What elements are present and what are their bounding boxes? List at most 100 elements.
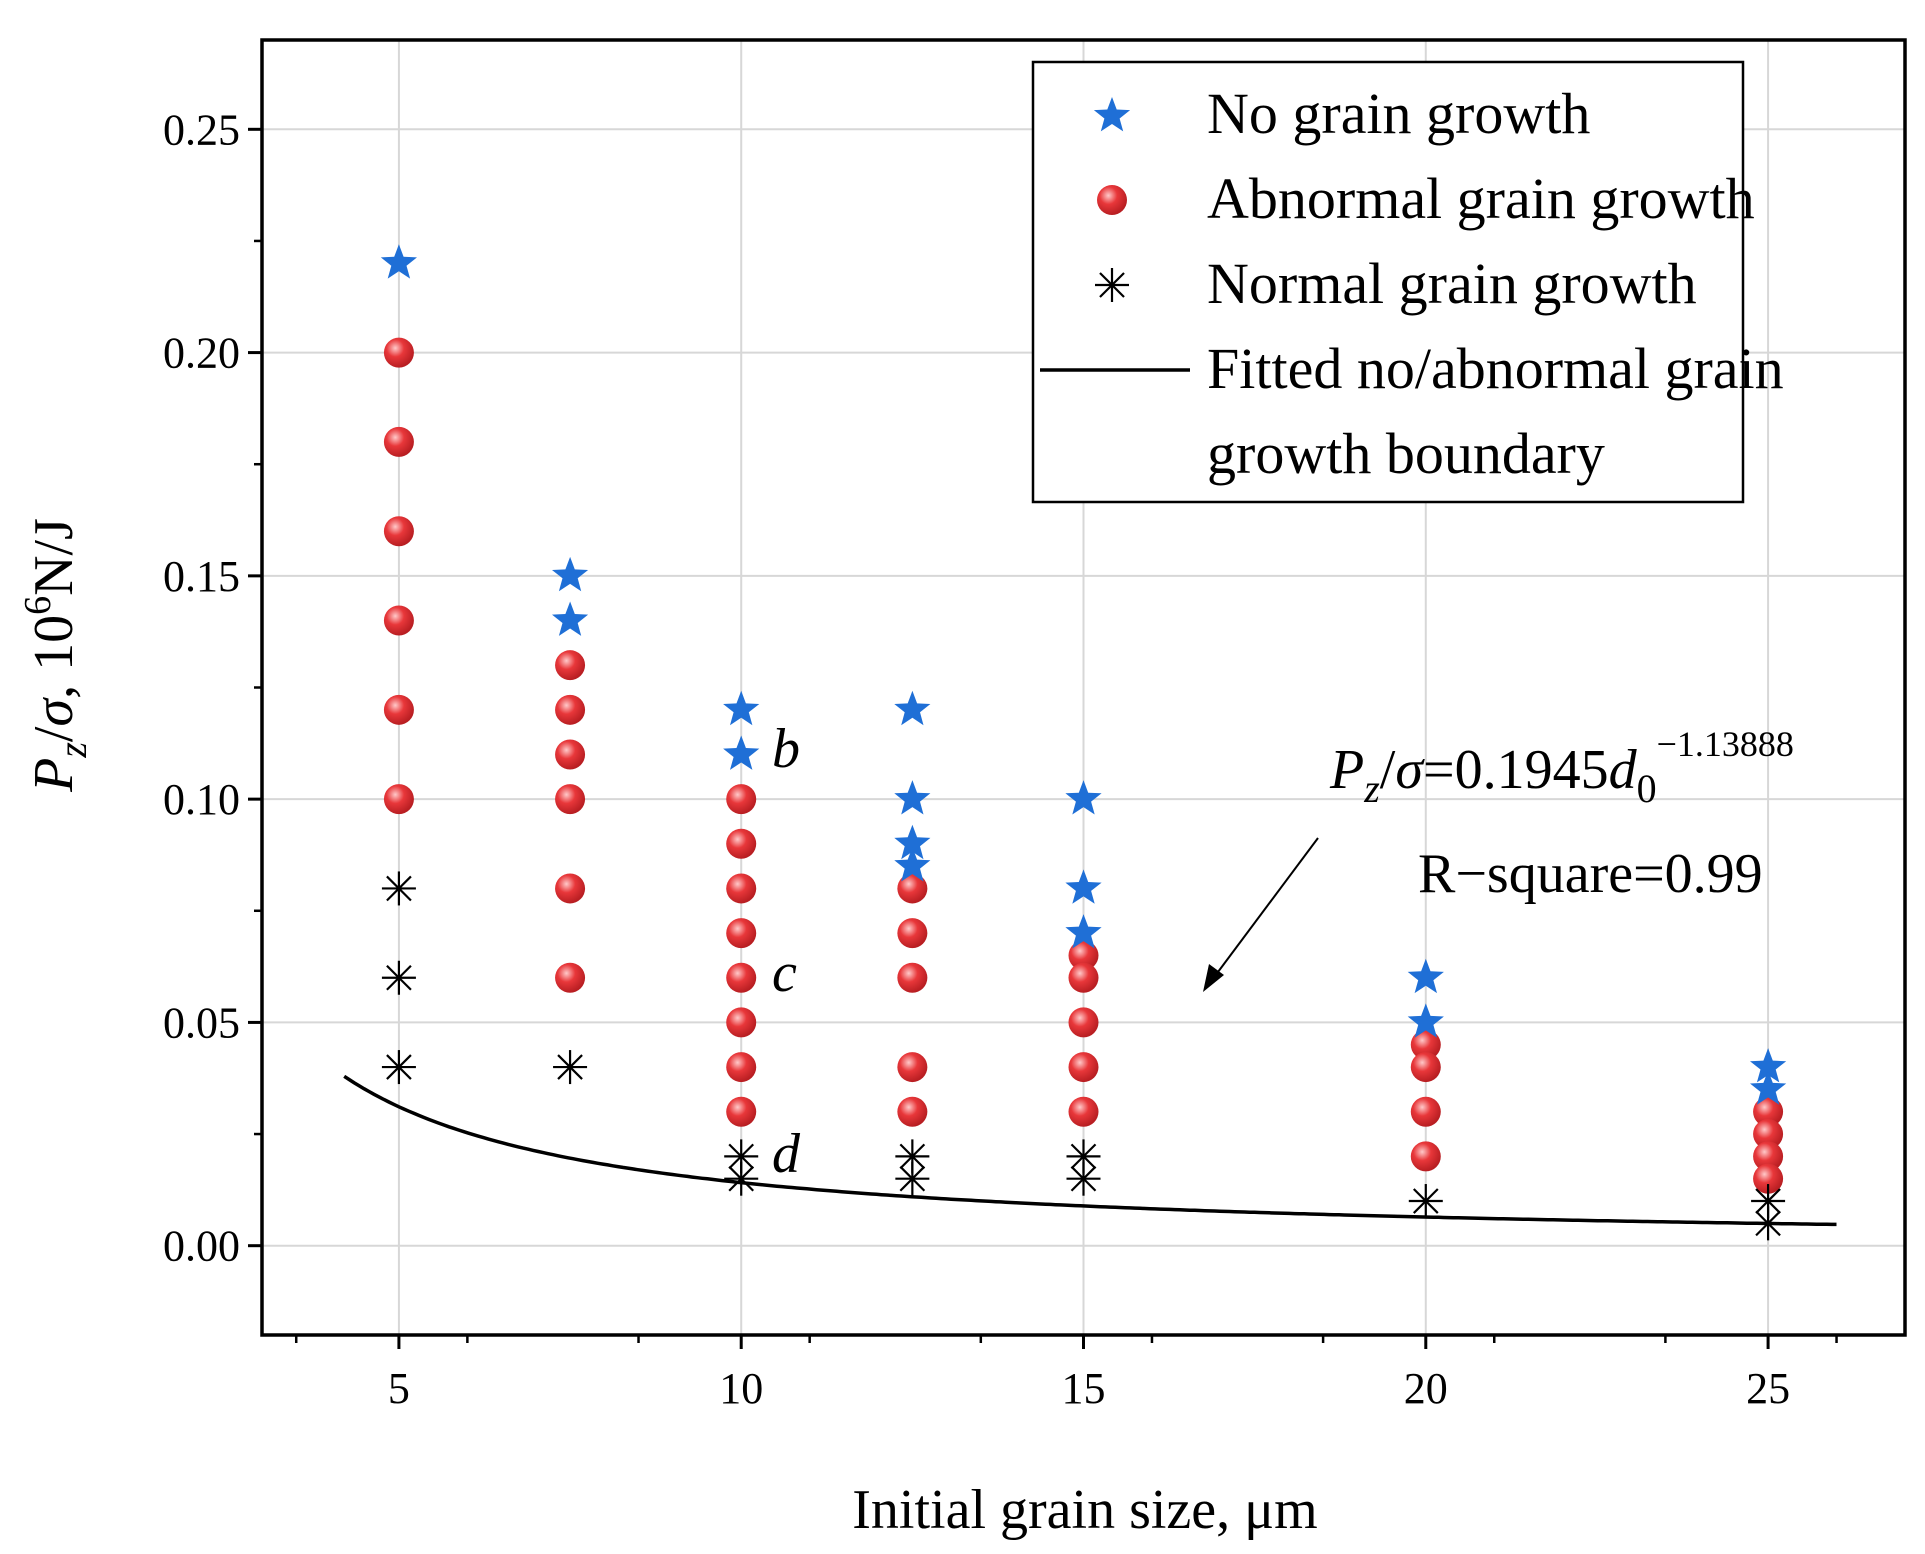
point-circle: [555, 694, 586, 725]
legend-label-no-growth: No grain growth: [1207, 81, 1590, 146]
x-tick-label: 10: [719, 1364, 763, 1413]
point-label-b: b: [772, 718, 800, 780]
point-circle: [555, 873, 586, 904]
eq-d: d: [1609, 739, 1638, 801]
point-circle: [383, 337, 414, 368]
point-circle: [1068, 1096, 1099, 1127]
point-circle: [726, 828, 757, 859]
point-circle: [1753, 1119, 1784, 1150]
y-tick-label: 0.00: [163, 1222, 240, 1271]
point-circle: [897, 1052, 928, 1083]
data-points: [380, 244, 1787, 1241]
eq-slash: /: [1380, 739, 1396, 801]
y-axis-title-unit: N/J: [23, 518, 85, 596]
eq-p: P: [1329, 739, 1364, 801]
point-circle: [383, 605, 414, 636]
point-asterisk: [381, 1050, 416, 1085]
legend-marker-star: [1093, 97, 1131, 132]
point-asterisk-stroke: [557, 1054, 583, 1080]
annotation-arrow-shaft: [1211, 837, 1319, 981]
point-asterisk-stroke: [728, 1165, 755, 1192]
point-circle: [897, 873, 928, 904]
point-star: [1065, 780, 1102, 815]
point-circle: [1753, 1141, 1784, 1172]
r-square-label: R−square=0.99: [1418, 843, 1763, 905]
annotation-arrow: [1203, 837, 1319, 992]
point-circle: [555, 650, 586, 681]
point-star: [1407, 958, 1444, 994]
point-asterisk-stroke: [1755, 1188, 1781, 1214]
point-circle: [897, 918, 928, 949]
point-circle: [726, 918, 757, 949]
point-asterisk: [553, 1050, 588, 1085]
point-circle: [383, 426, 414, 457]
y-tick-label: 0.15: [163, 552, 240, 601]
point-circle: [555, 962, 586, 993]
point-circle: [555, 739, 586, 770]
point-asterisk-stroke: [1070, 1143, 1097, 1170]
point-circle: [1410, 1029, 1441, 1060]
fit-equation: Pz/σ=0.1945d0−1.13888: [1329, 724, 1794, 811]
eq-value: =0.1945: [1423, 739, 1609, 801]
legend-marker-asterisk-stroke: [1099, 272, 1125, 298]
y-tick-label: 0.05: [163, 998, 240, 1047]
point-asterisk: [381, 960, 416, 995]
x-tick-label: 5: [388, 1364, 410, 1413]
x-tick-label: 20: [1404, 1364, 1448, 1413]
point-circle: [1068, 1052, 1099, 1083]
axis-ticks: 5 10 15 20 25 0.00 0.05 0.10 0.15 0.20 0.25: [163, 105, 1838, 1413]
y-tick-label: 0.20: [163, 329, 240, 378]
y-tick-label: 0.25: [163, 105, 240, 154]
annotation-arrow-head: [1203, 964, 1224, 992]
point-star: [894, 847, 931, 882]
point-circle: [726, 962, 757, 993]
eq-sub-0: 0: [1637, 766, 1657, 811]
point-star: [894, 824, 931, 860]
point-star: [552, 556, 589, 592]
point-star: [380, 244, 417, 279]
legend-markers: [1040, 97, 1190, 372]
legend-marker-asterisk: [1095, 268, 1129, 302]
x-axis-title: Initial grain size, μm: [852, 1479, 1317, 1541]
point-asterisk: [724, 1139, 759, 1174]
point-star: [1065, 914, 1102, 949]
point-asterisk-stroke: [1755, 1210, 1781, 1237]
eq-sigma: σ: [1395, 739, 1425, 801]
point-star: [894, 690, 931, 726]
point-circle: [555, 784, 586, 815]
eq-sub-z: z: [1363, 766, 1380, 811]
point-asterisk: [1408, 1184, 1443, 1219]
point-circle: [1410, 1052, 1441, 1083]
point-star: [1065, 869, 1102, 904]
point-asterisk: [1751, 1184, 1786, 1219]
point-circle: [726, 784, 757, 815]
y-axis-title-p: P: [23, 758, 85, 793]
y-axis-title: Pz/σ, 106N/J: [17, 518, 95, 793]
point-star: [894, 780, 931, 815]
point-circle: [897, 1096, 928, 1127]
point-circle: [1068, 940, 1099, 971]
point-asterisk-stroke: [386, 1054, 412, 1080]
x-tick-label: 25: [1746, 1364, 1790, 1413]
point-circle: [726, 1096, 757, 1127]
point-star: [1407, 1003, 1444, 1038]
eq-exponent: −1.13888: [1657, 724, 1794, 764]
point-asterisk-stroke: [728, 1143, 755, 1170]
point-asterisk: [381, 871, 416, 906]
point-circle: [726, 1052, 757, 1083]
legend-box: [1031, 60, 1745, 504]
point-circle: [726, 873, 757, 904]
y-axis-title-sigma: σ: [23, 697, 85, 727]
point-circle: [383, 694, 414, 725]
y-axis-title-comma: , 10: [23, 615, 85, 699]
point-asterisk: [724, 1161, 759, 1196]
legend: No grain growth Abnormal grain growth No…: [1031, 60, 1784, 504]
point-circle: [897, 962, 928, 993]
point-asterisk-stroke: [1070, 1165, 1097, 1192]
legend-label-normal-growth: Normal grain growth: [1207, 251, 1697, 316]
point-circle: [383, 784, 414, 815]
point-star: [552, 601, 589, 636]
point-circle: [1753, 1163, 1784, 1194]
point-star: [723, 690, 760, 726]
y-tick-label: 0.10: [163, 775, 240, 824]
